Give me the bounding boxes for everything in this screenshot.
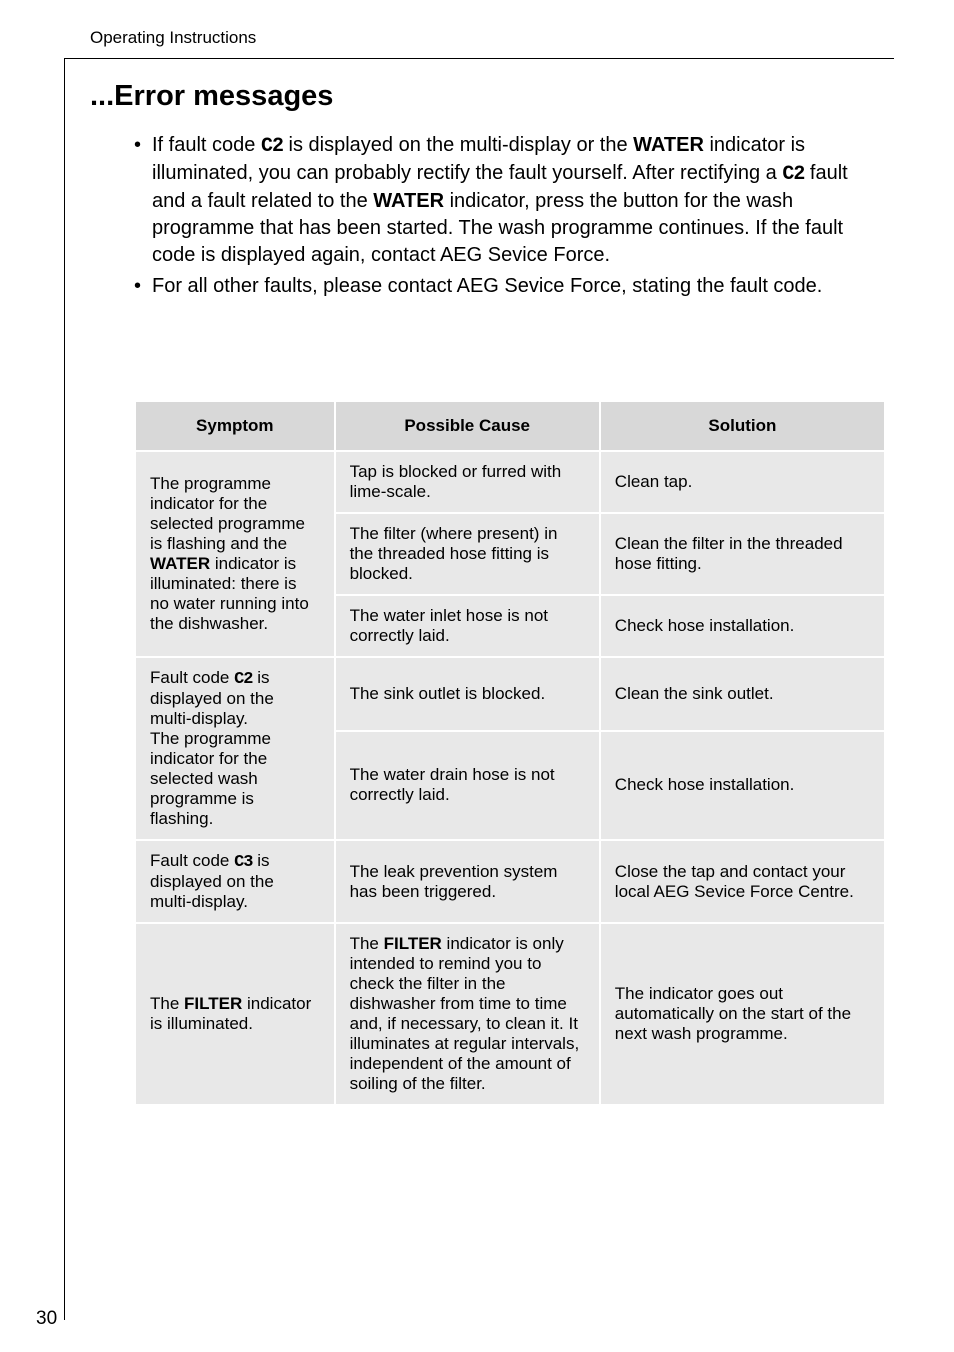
cell-solution: The indicator goes out automatically on …	[600, 923, 885, 1105]
cell-cause: Tap is blocked or furred with lime-scale…	[335, 451, 600, 513]
table-row: Fault code C2 is displayed on the multi-…	[135, 657, 885, 731]
cell-solution: Clean the sink outlet.	[600, 657, 885, 731]
vertical-rule	[64, 58, 65, 1320]
col-cause: Possible Cause	[335, 401, 600, 451]
table-row: The programme indicator for the selected…	[135, 451, 885, 513]
bullet-item: For all other faults, please contact AEG…	[134, 273, 886, 300]
cell-solution: Check hose installation.	[600, 731, 885, 840]
horizontal-rule	[64, 58, 894, 59]
cell-symptom: The FILTER indicator is illuminated.	[135, 923, 335, 1105]
cell-solution: Check hose installation.	[600, 595, 885, 657]
table-row: The FILTER indicator is illuminated.The …	[135, 923, 885, 1105]
cell-symptom: The programme indicator for the selected…	[135, 451, 335, 657]
page-number: 30	[36, 1308, 57, 1330]
cell-symptom: Fault code C3 is displayed on the multi-…	[135, 840, 335, 923]
cell-solution: Clean tap.	[600, 451, 885, 513]
bullet-list: If fault code C2 is displayed on the mul…	[134, 132, 886, 304]
cell-cause: The sink outlet is blocked.	[335, 657, 600, 731]
col-solution: Solution	[600, 401, 885, 451]
bullet-item: If fault code C2 is displayed on the mul…	[134, 132, 886, 269]
col-symptom: Symptom	[135, 401, 335, 451]
cell-cause: The leak prevention system has been trig…	[335, 840, 600, 923]
doc-header: Operating Instructions	[90, 28, 256, 48]
cell-solution: Clean the filter in the threaded hose fi…	[600, 513, 885, 595]
cell-cause: The water inlet hose is not correctly la…	[335, 595, 600, 657]
cell-cause: The water drain hose is not correctly la…	[335, 731, 600, 840]
cell-cause: The FILTER indicator is only intended to…	[335, 923, 600, 1105]
cell-symptom: Fault code C2 is displayed on the multi-…	[135, 657, 335, 840]
cell-cause: The filter (where present) in the thread…	[335, 513, 600, 595]
section-title: ...Error messages	[90, 80, 333, 113]
cell-solution: Close the tap and contact your local AEG…	[600, 840, 885, 923]
error-table: Symptom Possible Cause Solution The prog…	[134, 400, 886, 1106]
table-row: Fault code C3 is displayed on the multi-…	[135, 840, 885, 923]
